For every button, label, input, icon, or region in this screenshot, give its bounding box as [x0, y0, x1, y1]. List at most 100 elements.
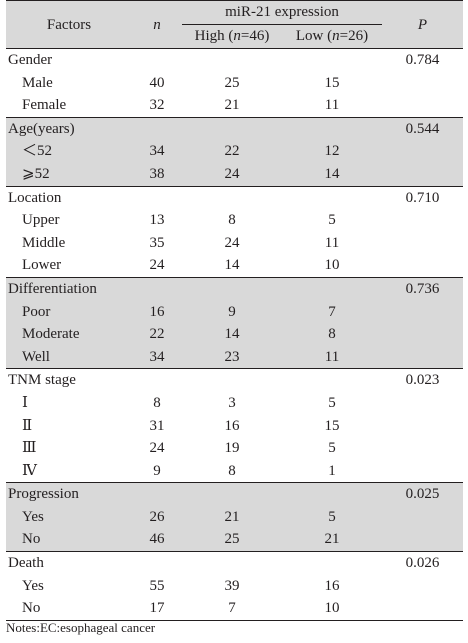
row-low: 11 [324, 234, 340, 251]
category-n [132, 47, 182, 72]
category-p-value: 0.023 [382, 368, 463, 392]
row-high: 39 [224, 577, 240, 594]
row-n: 55 [149, 577, 165, 594]
header-high-label: High (n=46) [194, 28, 270, 44]
row-low: 15 [324, 74, 340, 91]
row-n: 35 [149, 234, 165, 251]
row-high: 14 [224, 257, 240, 274]
header-mir21-expression: miR-21 expression [182, 0, 382, 25]
table-row: Ⅲ 24 19 5 [6, 437, 463, 460]
row-label: ＜52 [6, 140, 132, 163]
row-high: 8 [228, 212, 236, 229]
row-low: 11 [282, 345, 382, 369]
category-low [282, 116, 382, 141]
header-p-value: P [382, 0, 463, 49]
row-n: 17 [132, 597, 182, 621]
header-n: n [132, 0, 182, 49]
table-row: Well 34 23 11 [6, 345, 463, 369]
category-low [282, 276, 382, 301]
row-high: 3 [228, 394, 236, 411]
row-label: Yes [22, 577, 44, 594]
header-high: High (n=46) [182, 24, 282, 49]
category-low [282, 47, 382, 72]
row-low: 7 [282, 300, 382, 324]
category-n [132, 368, 182, 392]
row-n: 34 [132, 345, 182, 369]
row-label: Female [22, 97, 67, 114]
category-n [132, 551, 182, 575]
row-p [382, 505, 463, 529]
row-label: ⩾52 [6, 162, 132, 187]
row-low: 1 [328, 462, 336, 479]
group-6: Death 0.026 Yes 55 39 16 No 17 7 10 [6, 551, 463, 621]
table-row: Upper 13 8 5 [6, 209, 463, 232]
table-row: Ⅱ 31 16 15 [6, 415, 463, 438]
row-n: 24 [149, 440, 165, 457]
row-high: 22 [182, 140, 282, 163]
row-n: 38 [132, 162, 182, 187]
table-row: Yes 55 39 16 [6, 575, 463, 598]
table-row: ＜52 34 22 12 [6, 140, 463, 163]
row-p [382, 597, 463, 621]
mir21-clinical-table: Factors n miR-21 expression P High (n=46… [6, 0, 463, 621]
row-p [382, 162, 463, 187]
category-row: Age(years) 0.544 [6, 116, 463, 141]
row-n: 32 [149, 97, 165, 114]
category-low [282, 551, 382, 575]
row-low: 5 [328, 394, 336, 411]
table-row: Yes 26 21 5 [6, 505, 463, 529]
category-label: Age(years) [6, 116, 132, 141]
category-n [132, 482, 182, 506]
row-n: 16 [132, 300, 182, 324]
row-p [382, 460, 463, 483]
category-row: Location 0.710 [6, 185, 463, 210]
row-p [382, 392, 463, 415]
table-row: Ⅰ 8 3 5 [6, 392, 463, 415]
row-n: 26 [132, 505, 182, 529]
row-n: 34 [132, 140, 182, 163]
category-row: Differentiation 0.736 [6, 276, 463, 301]
category-row: Gender 0.784 [6, 47, 463, 72]
row-p [382, 232, 463, 255]
category-high [182, 116, 282, 141]
category-row: TNM stage 0.023 [6, 368, 463, 392]
category-p-value: 0.710 [382, 185, 463, 210]
table-row: Lower 24 14 10 [6, 254, 463, 277]
row-high: 24 [224, 234, 240, 251]
category-p-value: 0.544 [382, 116, 463, 141]
category-p-value: 0.736 [382, 276, 463, 301]
header-low: Low (n=26) [282, 24, 382, 49]
table-row: No 46 25 21 [6, 528, 463, 552]
row-label: No [6, 528, 132, 552]
category-high [182, 368, 282, 392]
category-label: Progression [6, 482, 132, 506]
row-label: Ⅱ [22, 417, 33, 434]
row-n: 40 [149, 74, 165, 91]
row-label: Moderate [6, 323, 132, 346]
category-high [182, 482, 282, 506]
row-label: Yes [6, 505, 132, 529]
row-p [382, 94, 463, 117]
category-low [282, 185, 382, 210]
category-low [282, 368, 382, 392]
row-p [382, 345, 463, 369]
row-low: 21 [282, 528, 382, 552]
row-high: 9 [182, 300, 282, 324]
table-row: No 17 7 10 [6, 597, 463, 621]
row-label: Upper [22, 212, 60, 229]
row-low: 5 [328, 212, 336, 229]
header-factors: Factors [6, 0, 132, 49]
category-high [182, 551, 282, 575]
row-label: Ⅰ [22, 394, 28, 411]
group-4: TNM stage 0.023 Ⅰ 8 3 5 Ⅱ 31 16 15 Ⅲ 24 19 5 Ⅳ 9 8 1 [6, 368, 463, 483]
table-row: Male 40 25 15 [6, 72, 463, 95]
row-n: 22 [132, 323, 182, 346]
category-p-value: 0.784 [382, 47, 463, 72]
row-label: Ⅳ [22, 462, 37, 479]
row-low: 15 [324, 417, 340, 434]
row-high: 25 [182, 528, 282, 552]
row-p [382, 300, 463, 324]
table-row: Ⅳ 9 8 1 [6, 460, 463, 483]
table-row: Poor 16 9 7 [6, 300, 463, 324]
